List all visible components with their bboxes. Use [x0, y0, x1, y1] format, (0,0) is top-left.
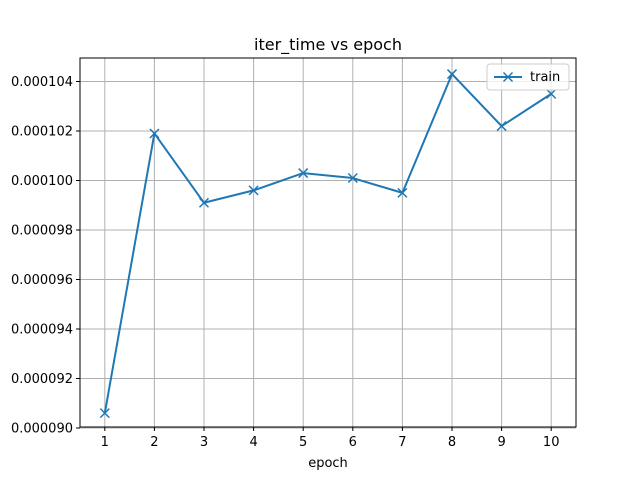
x-tick-label: 10	[543, 435, 560, 450]
x-tick-label: 2	[150, 435, 158, 450]
y-tick-label: 0.000104	[11, 75, 73, 90]
legend-label-train: train	[530, 70, 560, 85]
x-tick-label: 1	[101, 435, 109, 450]
x-tick-label: 4	[249, 435, 257, 450]
legend-marker-train	[502, 71, 514, 83]
grid	[80, 58, 576, 429]
y-tick-label: 0.000090	[11, 421, 73, 436]
y-tick-label: 0.000092	[11, 372, 73, 387]
y-tick-label: 0.000098	[11, 224, 73, 239]
series-layer	[99, 69, 557, 419]
data-point	[546, 88, 557, 99]
x-tick-label: 5	[299, 435, 307, 450]
x-tick-label: 8	[448, 435, 456, 450]
data-point	[446, 69, 458, 80]
x-tick-label: 6	[349, 435, 357, 450]
ticks: 1 2 3 4 5 6 7 8 9 10 0.000090 0.000092 0.000094 0.000…	[11, 75, 560, 450]
x-tick-label: 7	[398, 435, 406, 450]
data-point	[496, 121, 507, 132]
data-point	[99, 408, 110, 419]
x-tick-label: 3	[200, 435, 208, 450]
data-point	[397, 187, 408, 198]
y-tick-label: 0.000102	[11, 125, 73, 140]
data-point	[347, 172, 358, 184]
plot-frame	[79, 57, 577, 428]
y-tick-label: 0.000094	[11, 322, 73, 337]
x-axis-label: epoch	[308, 456, 348, 471]
data-point	[149, 128, 160, 139]
series-line-train	[103, 73, 552, 414]
data-point	[198, 197, 210, 208]
chart-title: iter_time vs epoch	[254, 35, 402, 55]
data-point	[298, 168, 309, 179]
data-point	[248, 185, 259, 196]
y-tick-label: 0.000096	[11, 273, 73, 288]
legend-x-marker	[502, 71, 514, 83]
x-tick-label: 9	[497, 435, 505, 450]
legend: train	[486, 63, 570, 91]
y-tick-label: 0.000100	[11, 174, 73, 189]
legend-box	[486, 63, 570, 91]
